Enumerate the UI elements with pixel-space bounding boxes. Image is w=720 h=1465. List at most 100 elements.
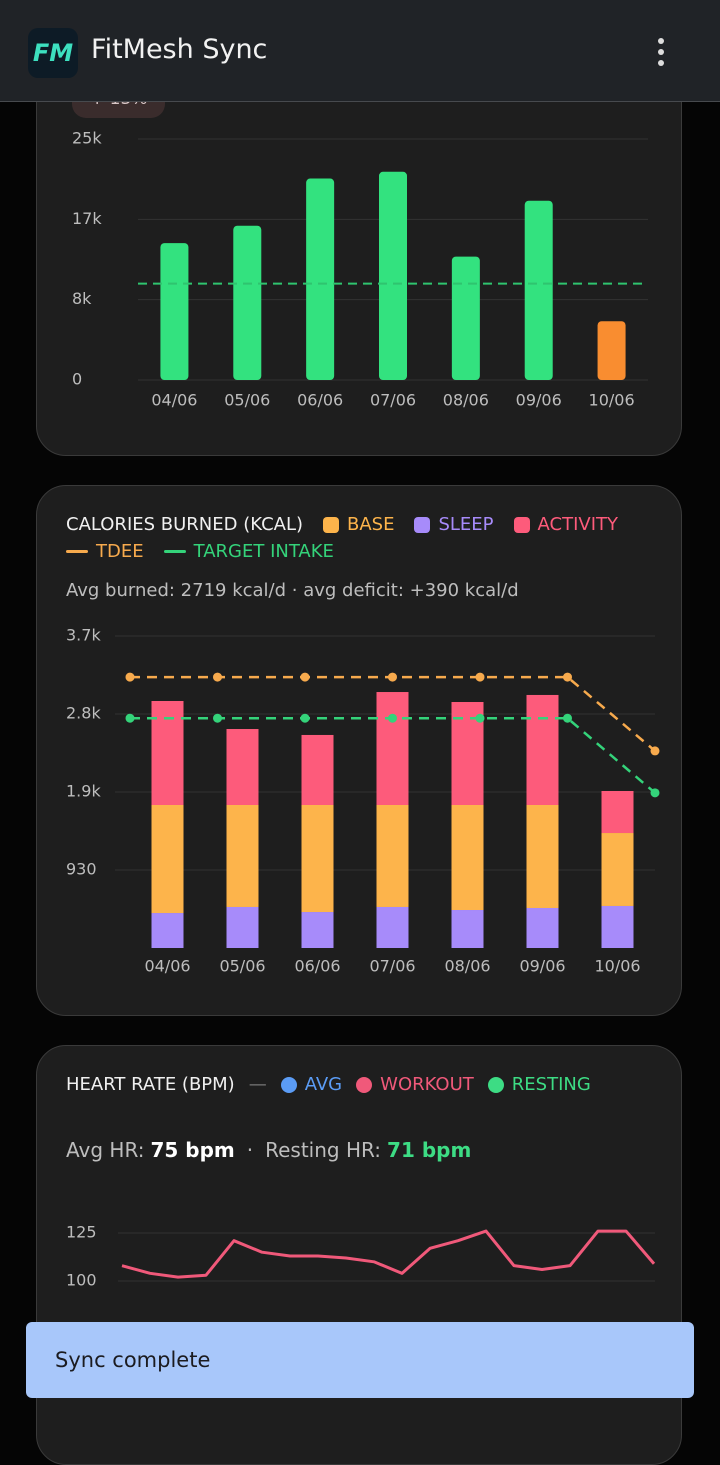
overflow-menu[interactable]: [658, 38, 668, 71]
line: [121, 1229, 656, 1279]
calories-header: CALORIES BURNED (KCAL) BASE SLEEP ACTIVITY…: [66, 514, 666, 562]
bar-segment: [226, 805, 259, 907]
x-tick-label: 08/06: [443, 391, 489, 410]
x-tick-label: 07/06: [369, 957, 415, 976]
legend-dot: [487, 1076, 504, 1093]
bar: [524, 200, 553, 380]
chart-title: HEART RATE (BPM): [66, 1074, 235, 1095]
line-point: [650, 788, 660, 798]
legend-item: SLEEP: [414, 514, 494, 535]
x-tick-label: 04/06: [144, 957, 190, 976]
chart-title: CALORIES BURNED (KCAL): [66, 514, 303, 535]
legend-label: TDEE: [96, 541, 144, 562]
legend-swatch: [513, 516, 530, 533]
stat-value: 71 bpm: [387, 1138, 472, 1162]
y-tick-label: 0: [72, 370, 82, 389]
bar-segment: [601, 905, 634, 948]
line-point: [650, 746, 660, 756]
legend-item: ACTIVITY: [513, 514, 619, 535]
x-tick-label: 08/06: [444, 957, 490, 976]
bar-segment: [451, 805, 484, 911]
y-tick-label: 25k: [72, 129, 102, 148]
legend-label: WORKOUT: [380, 1074, 474, 1095]
y-tick-label: 8k: [72, 289, 92, 308]
legend-label: RESTING: [511, 1074, 591, 1095]
legend-swatch: [323, 516, 339, 533]
legend-item: WORKOUT: [356, 1074, 474, 1095]
y-tick-label: 2.8k: [66, 704, 101, 723]
y-tick-label: 1.9k: [66, 782, 101, 801]
line-point: [388, 713, 397, 723]
line-point: [563, 672, 572, 682]
line-point: [475, 672, 485, 682]
legend-item: TARGET INTAKE: [163, 541, 334, 562]
bar-segment: [376, 692, 409, 805]
x-tick-label: 06/06: [294, 957, 340, 976]
line-point: [125, 713, 135, 723]
legend-label: TARGET INTAKE: [193, 541, 334, 562]
bar-segment: [151, 701, 184, 805]
legend-swatch: [414, 516, 431, 533]
line-point: [300, 672, 310, 682]
bar-segment: [151, 913, 184, 948]
x-tick-label: 07/06: [370, 391, 416, 410]
x-tick-label: 05/06: [224, 391, 270, 410]
bar-segment: [226, 906, 259, 948]
bar: [306, 178, 335, 380]
line-point: [475, 713, 485, 723]
bar: [233, 225, 262, 380]
bar: [160, 243, 189, 380]
legend-label: ACTIVITY: [537, 514, 619, 535]
line-point: [300, 713, 310, 723]
legend-label: AVG: [304, 1074, 343, 1095]
line-point: [388, 672, 397, 682]
bar-segment: [226, 729, 259, 805]
bar-segment: [601, 790, 634, 834]
y-tick-label: 100: [66, 1271, 97, 1290]
legend-line: [163, 550, 186, 553]
line-point: [213, 672, 222, 682]
app-title: FitMesh Sync: [91, 34, 268, 65]
legend-label: BASE: [347, 514, 395, 535]
x-tick-label: 10/06: [594, 957, 640, 976]
line-point: [213, 713, 222, 723]
y-tick-label: 3.7k: [66, 626, 101, 645]
bar-segment: [301, 734, 334, 805]
bar-segment: [376, 805, 409, 907]
y-tick-label: 125: [66, 1223, 97, 1242]
legend-item: RESTING: [487, 1074, 591, 1095]
x-tick-label: 04/06: [151, 391, 197, 410]
heart-rate-stats: Avg HR: 75 bpm · Resting HR: 71 bpm: [66, 1138, 471, 1162]
bar-segment: [526, 694, 559, 805]
app-bar: FM FitMesh Sync: [0, 0, 720, 102]
chart-subtitle: Avg burned: 2719 kcal/d · avg deficit: +…: [66, 580, 519, 601]
y-tick-label: 17k: [72, 209, 102, 228]
legend-line: [66, 550, 88, 553]
x-tick-label: 06/06: [297, 391, 343, 410]
x-tick-label: 10/06: [589, 391, 635, 410]
legend-label: SLEEP: [438, 514, 494, 535]
legend-item: AVG: [280, 1074, 343, 1095]
separator: ·: [246, 1138, 254, 1162]
legend-dot: [356, 1076, 373, 1093]
line-point: [125, 672, 135, 682]
stat-value: 75 bpm: [150, 1138, 235, 1162]
bar-segment: [151, 805, 184, 914]
bar: [451, 256, 480, 380]
bar-segment: [526, 907, 559, 948]
bar: [379, 171, 407, 380]
bar-segment: [301, 805, 334, 913]
x-tick-label: 09/06: [519, 957, 565, 976]
x-tick-label: 05/06: [219, 957, 265, 976]
bar-segment: [301, 912, 334, 948]
legend-item: TDEE: [66, 541, 144, 562]
legend-dot: [280, 1076, 297, 1093]
bar-segment: [451, 910, 484, 948]
heart-rate-header: HEART RATE (BPM) — AVG WORKOUT RESTING: [66, 1074, 666, 1095]
snackbar: Sync complete: [26, 1322, 694, 1398]
stat-label: Avg HR:: [66, 1138, 145, 1162]
legend-dash: —: [248, 1074, 267, 1095]
line-point: [563, 713, 572, 723]
